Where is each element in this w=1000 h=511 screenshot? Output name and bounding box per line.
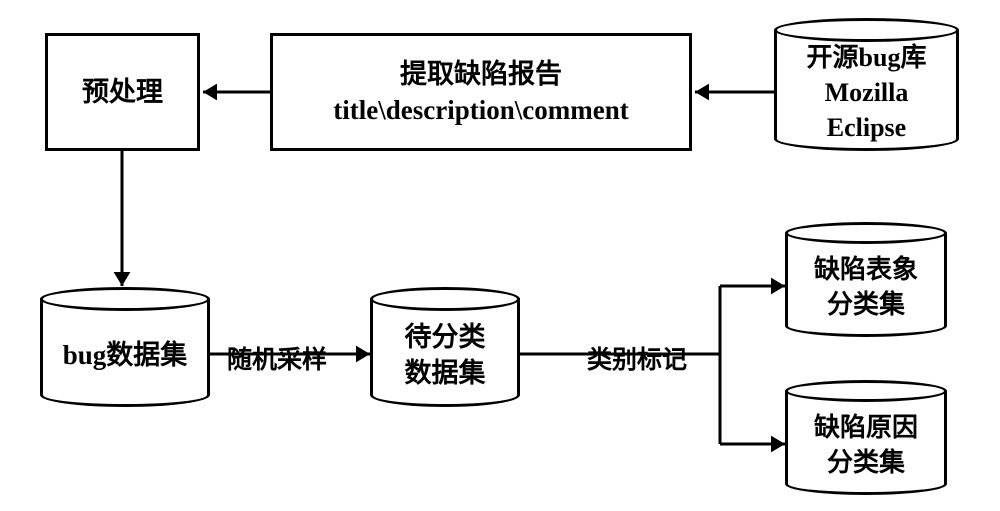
node-cause: 缺陷原因 分类集 bbox=[785, 380, 947, 495]
node-toclassify: 待分类 数据集 bbox=[370, 287, 520, 407]
node-toclassify-label: 待分类 数据集 bbox=[405, 319, 486, 392]
node-bugset-label: bug数据集 bbox=[63, 337, 188, 373]
node-cause-label: 缺陷原因 分类集 bbox=[814, 410, 918, 480]
node-symptom-label: 缺陷表象 分类集 bbox=[814, 252, 918, 322]
node-source: 开源bug库 Mozilla Eclipse bbox=[774, 18, 959, 151]
edge-label-classify: 类别标记 bbox=[587, 340, 687, 376]
node-extract-label: 提取缺陷报告 title\description\comment bbox=[333, 56, 628, 129]
node-extract: 提取缺陷报告 title\description\comment bbox=[270, 33, 692, 151]
edge-label-sample: 随机采样 bbox=[227, 340, 327, 376]
node-source-label: 开源bug库 Mozilla Eclipse bbox=[807, 40, 927, 145]
node-bugset: bug数据集 bbox=[40, 287, 210, 407]
node-symptom: 缺陷表象 分类集 bbox=[785, 222, 947, 337]
node-preprocess: 预处理 bbox=[45, 33, 200, 151]
node-preprocess-label: 预处理 bbox=[82, 74, 163, 110]
